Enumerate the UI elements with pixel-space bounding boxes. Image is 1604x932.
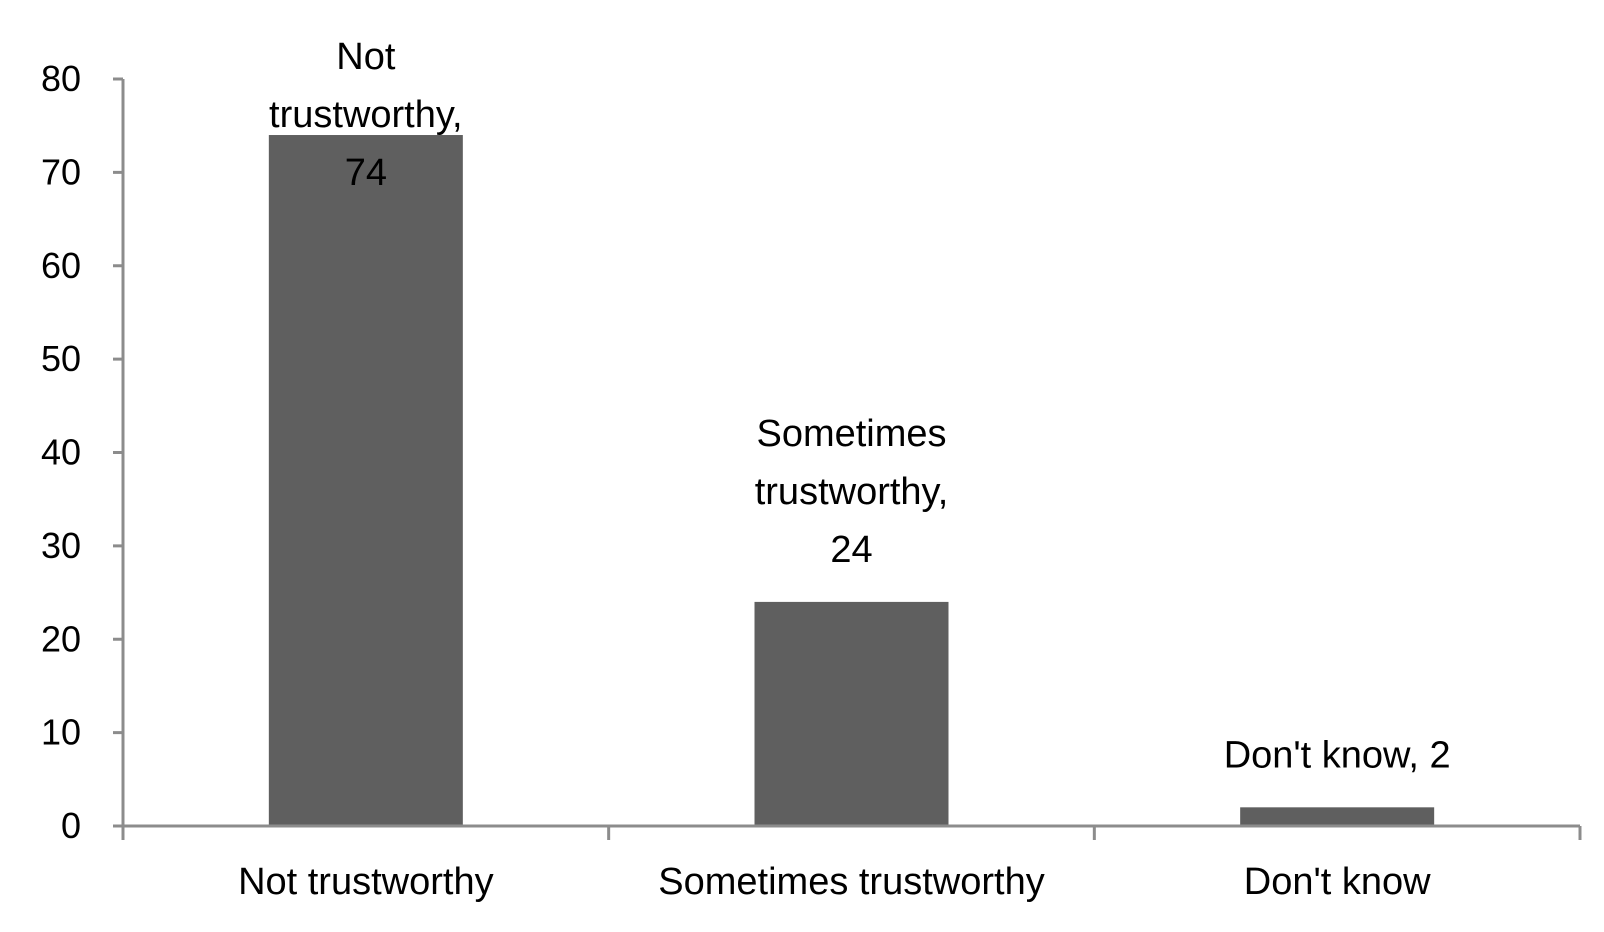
- x-axis-labels: Not trustworthy Sometimes trustworthy Don'…: [238, 861, 1431, 903]
- y-axis-ticks: 0 10 20 30 40 50 60 70 80: [41, 58, 123, 846]
- bars-layer: [268, 135, 1435, 826]
- y-tick-label: 20: [41, 618, 81, 659]
- y-tick-label: 70: [41, 151, 81, 192]
- bar: [1240, 807, 1435, 826]
- data-label: 74: [345, 152, 387, 194]
- bar: [754, 601, 949, 826]
- y-tick-label: 50: [41, 338, 81, 379]
- y-tick-label: 30: [41, 525, 81, 566]
- data-label: trustworthy,: [269, 94, 463, 136]
- data-label: Sometimes: [756, 413, 946, 455]
- data-label: trustworthy,: [755, 471, 949, 513]
- y-tick-label: 10: [41, 712, 81, 753]
- x-category-label: Don't know: [1244, 861, 1431, 903]
- data-label: Don't know, 2: [1224, 734, 1451, 776]
- bar: [268, 135, 463, 826]
- y-tick-label: 80: [41, 58, 81, 99]
- data-label: Not: [336, 36, 396, 78]
- x-category-label: Sometimes trustworthy: [658, 861, 1044, 903]
- data-label: 24: [830, 529, 872, 571]
- x-category-label: Not trustworthy: [238, 861, 494, 903]
- data-labels: Not trustworthy, 74 Sometimes trustworthy, 24…: [269, 36, 1451, 776]
- y-tick-label: 0: [61, 805, 81, 846]
- y-tick-label: 60: [41, 245, 81, 286]
- y-tick-label: 40: [41, 432, 81, 473]
